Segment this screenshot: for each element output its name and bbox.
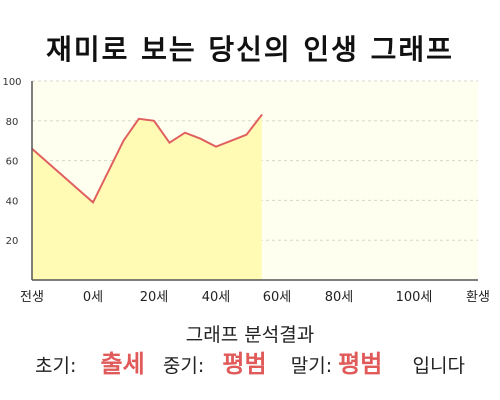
x-tick-label: 60세: [263, 290, 292, 305]
early-label: 초기:: [34, 355, 77, 377]
life-graph-chart: 20 40 60 80 100 전생 0세 20세 40세 60세 80세 100세 환생: [2, 77, 490, 305]
middle-label: 중기:: [162, 355, 205, 377]
data-point-3: [137, 118, 140, 120]
x-tick-label: 전생: [20, 290, 44, 305]
data-point-2: [122, 139, 125, 142]
late-label: 말기:: [290, 355, 333, 377]
data-point-6: [184, 131, 186, 134]
axes: [31, 81, 478, 281]
late-value: 평범: [338, 350, 383, 378]
plot-area: [31, 80, 478, 280]
result-suffix: 입니다: [412, 355, 465, 377]
x-tick-label: 환생: [466, 290, 490, 305]
y-tick-label: 40: [6, 196, 19, 207]
x-tick-label: 100세: [396, 290, 433, 305]
early-value: 출세: [100, 350, 145, 378]
page-title: 재미로 보는 당신의 인생 그래프: [46, 33, 454, 66]
data-point-8: [215, 145, 217, 148]
data-point-5: [168, 141, 171, 144]
y-tick-label: 20: [6, 236, 19, 247]
x-tick-label: 80세: [325, 290, 354, 305]
data-point-9: [230, 139, 233, 142]
life-area: [32, 114, 262, 280]
middle-value: 평범: [222, 350, 267, 378]
y-tick-label: 80: [6, 117, 19, 128]
x-tick-label: 20세: [140, 290, 169, 305]
y-tick-label: 60: [6, 157, 19, 168]
life-line: [31, 114, 263, 205]
data-point-1: [92, 201, 94, 204]
data-point-10: [245, 133, 248, 136]
analysis-heading: 그래프 분석결과: [185, 324, 315, 346]
analysis-result: 초기: 출세 중기: 평범 말기: 평범 입니다: [0, 344, 500, 379]
x-tick-label: 40세: [202, 290, 231, 305]
data-point-4: [153, 120, 155, 122]
y-tick-label: 100: [2, 77, 21, 88]
x-tick-label: 0세: [83, 290, 103, 305]
tick-labels: 20 40 60 80 100 전생 0세 20세 40세 60세 80세 100세 환생: [2, 77, 490, 305]
data-point-7: [199, 137, 202, 140]
data-point-11: [260, 114, 263, 116]
